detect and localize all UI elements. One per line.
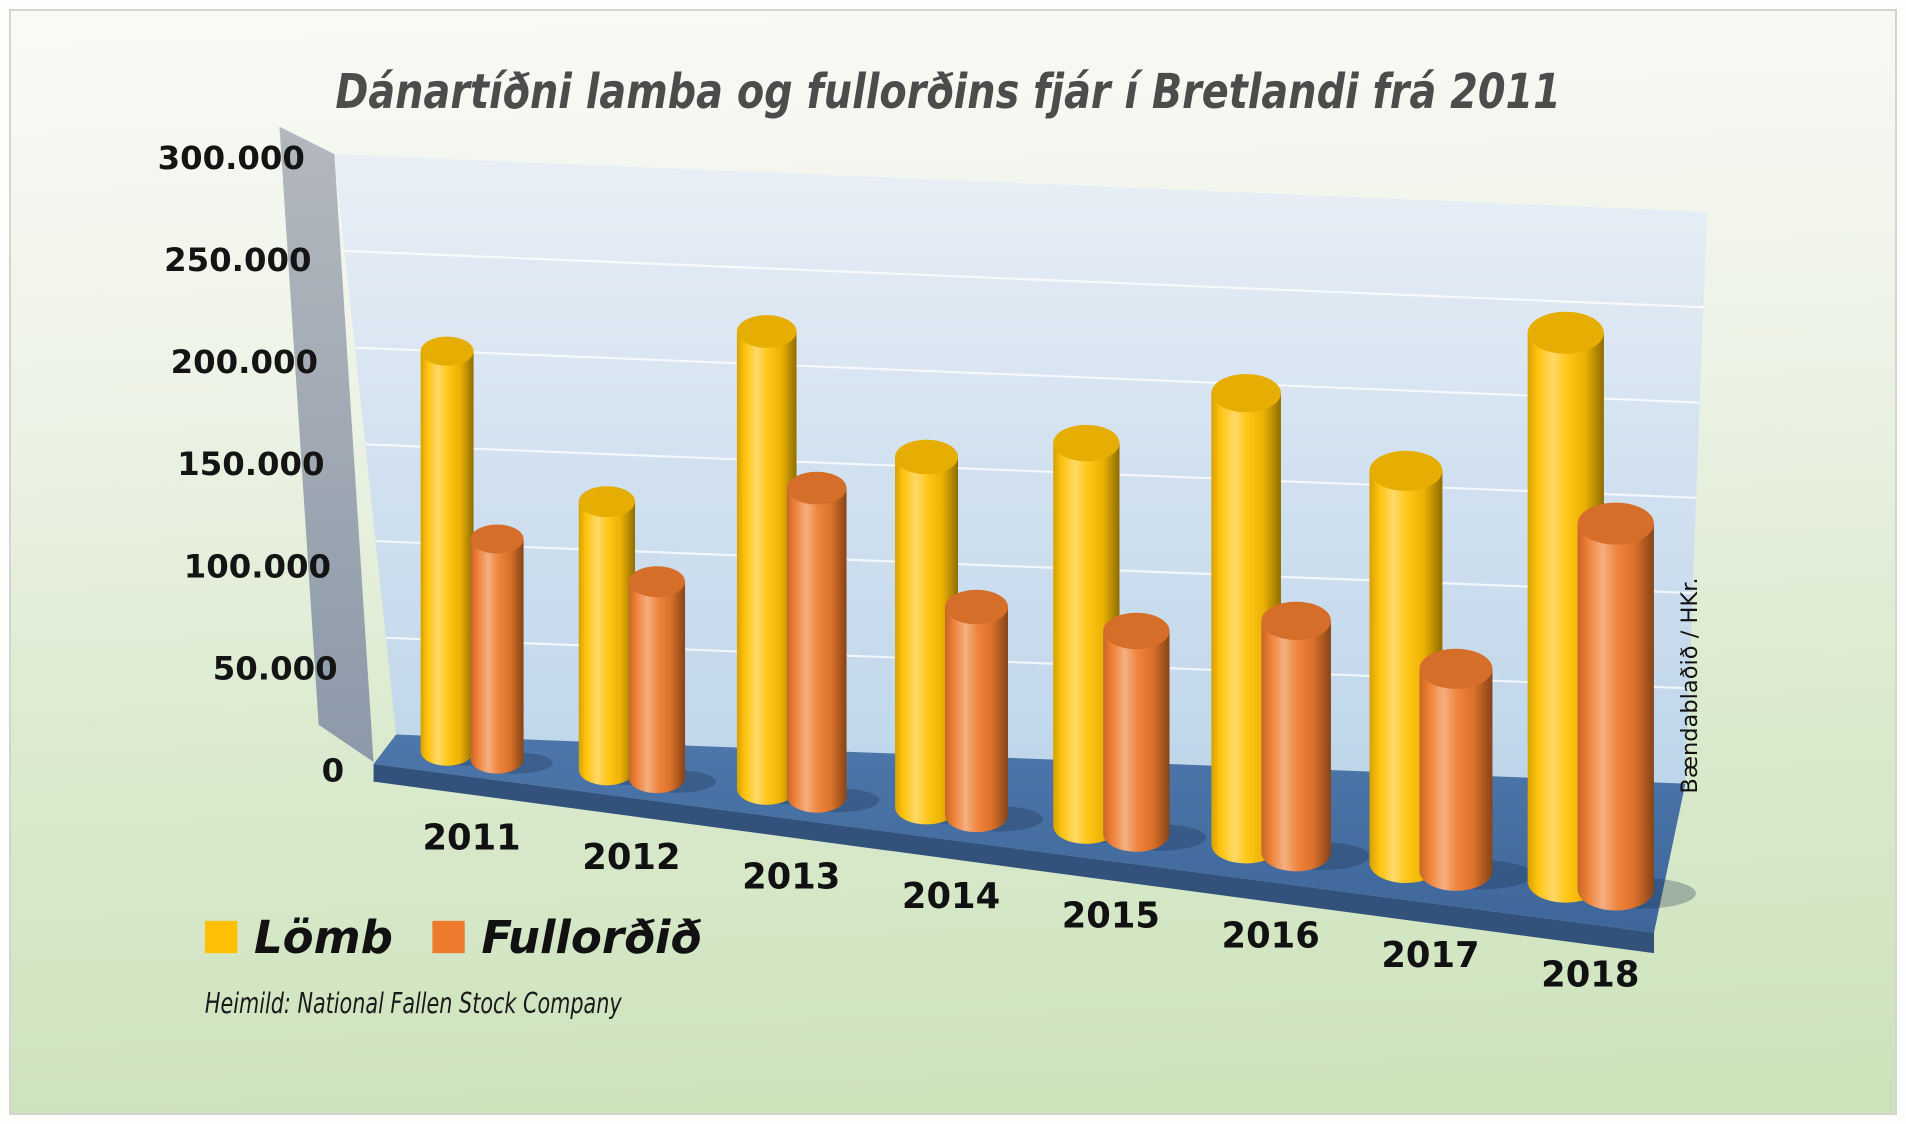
cylinder-top-Fullorðið-2014 — [945, 589, 1009, 625]
floor — [373, 734, 1686, 933]
gridline-250.000 — [344, 249, 1704, 309]
cylinder-Lömb-2012 — [578, 501, 636, 786]
category-label-2017: 2017 — [1381, 935, 1479, 976]
y-tick-50.000: 50.000 — [213, 649, 338, 687]
cylinder-top-Lömb-2016 — [1211, 374, 1281, 413]
cylinder-Fullorðið-2015 — [1103, 630, 1170, 852]
category-label-2011: 2011 — [423, 817, 521, 858]
category-label-2016: 2016 — [1222, 915, 1320, 956]
source-note: Heimild: National Fallen Stock Company — [205, 987, 623, 1020]
y-tick-300.000: 300.000 — [158, 139, 305, 177]
cylinder-top-Lömb-2015 — [1053, 424, 1120, 462]
cylinder-top-Fullorðið-2016 — [1261, 601, 1331, 640]
y-axis-labels: 0 50.000 100.000 150.000 200.000 250.000 300.0… — [158, 139, 345, 790]
cylinder-Fullorðið-2014 — [945, 607, 1009, 833]
legend-label-fullordid: Fullorðið — [481, 911, 701, 964]
watermark-credit: Bændablaðið / HKr. — [1677, 577, 1703, 793]
cylinder-top-Lömb-2014 — [895, 439, 959, 475]
legend: Lömb Fullorðið — [204, 911, 702, 964]
y-tick-250.000: 250.000 — [164, 241, 311, 279]
cylinder-Fullorðið-2012 — [628, 581, 686, 794]
y-tick-150.000: 150.000 — [177, 445, 324, 483]
cylinder-Fullorðið-2016 — [1261, 620, 1331, 872]
cylinder-top-Fullorðið-2013 — [786, 471, 847, 505]
legend-label-lomb: Lömb — [254, 911, 393, 964]
cylinder-Fullorðið-2013 — [786, 488, 847, 813]
category-label-2015: 2015 — [1062, 896, 1160, 937]
floor-front-face — [373, 763, 1655, 954]
cylinder-top-Lömb-2012 — [578, 486, 636, 518]
cylinder-Lömb-2011 — [420, 351, 474, 766]
cylinder-Fullorðið-2018 — [1577, 523, 1654, 911]
category-label-2014: 2014 — [902, 876, 1000, 917]
y-tick-0: 0 — [322, 752, 345, 790]
cylinder-top-Lömb-2013 — [736, 315, 797, 348]
x-axis-labels: 2011 2012 2013 2014 2015 2016 2017 2018 — [423, 817, 1640, 995]
cylinder-top-Fullorðið-2017 — [1419, 648, 1493, 689]
gridline-200.000 — [354, 346, 1700, 404]
chart-canvas: 0 50.000 100.000 150.000 200.000 250.000 300.0… — [158, 64, 1707, 1020]
legend-swatch-lomb — [204, 920, 238, 954]
category-label-2012: 2012 — [582, 837, 680, 878]
cylinder-top-Lömb-2017 — [1369, 450, 1443, 491]
cylinder-Lömb-2013 — [736, 331, 797, 805]
y-tick-200.000: 200.000 — [171, 343, 318, 381]
cylinder-top-Fullorðið-2012 — [628, 566, 686, 598]
cylinder-Fullorðið-2017 — [1419, 668, 1493, 891]
cylinder-Fullorðið-2011 — [470, 539, 524, 774]
cylinder-top-Lömb-2018 — [1527, 311, 1604, 354]
chart-title: Dánartíðni lamba og fullorðins fjár í Br… — [335, 64, 1561, 120]
cylinder-Lömb-2014 — [895, 456, 959, 825]
chart-background: 0 50.000 100.000 150.000 200.000 250.000 300.0… — [9, 9, 1897, 1115]
back-wall — [334, 154, 1707, 784]
legend-swatch-fullordid — [432, 920, 465, 954]
chart-plot-area — [420, 311, 1696, 911]
cylinder-top-Fullorðið-2011 — [470, 524, 524, 554]
cylinder-Lömb-2015 — [1053, 443, 1120, 844]
side-wall — [279, 126, 374, 763]
cylinder-top-Lömb-2011 — [420, 336, 474, 366]
cylinder-top-Fullorðið-2015 — [1103, 612, 1170, 650]
cylinder-top-Fullorðið-2018 — [1577, 502, 1654, 545]
y-tick-100.000: 100.000 — [184, 547, 331, 585]
category-label-2013: 2013 — [742, 856, 840, 897]
gridline-150.000 — [365, 443, 1697, 499]
category-label-2018: 2018 — [1541, 955, 1639, 996]
